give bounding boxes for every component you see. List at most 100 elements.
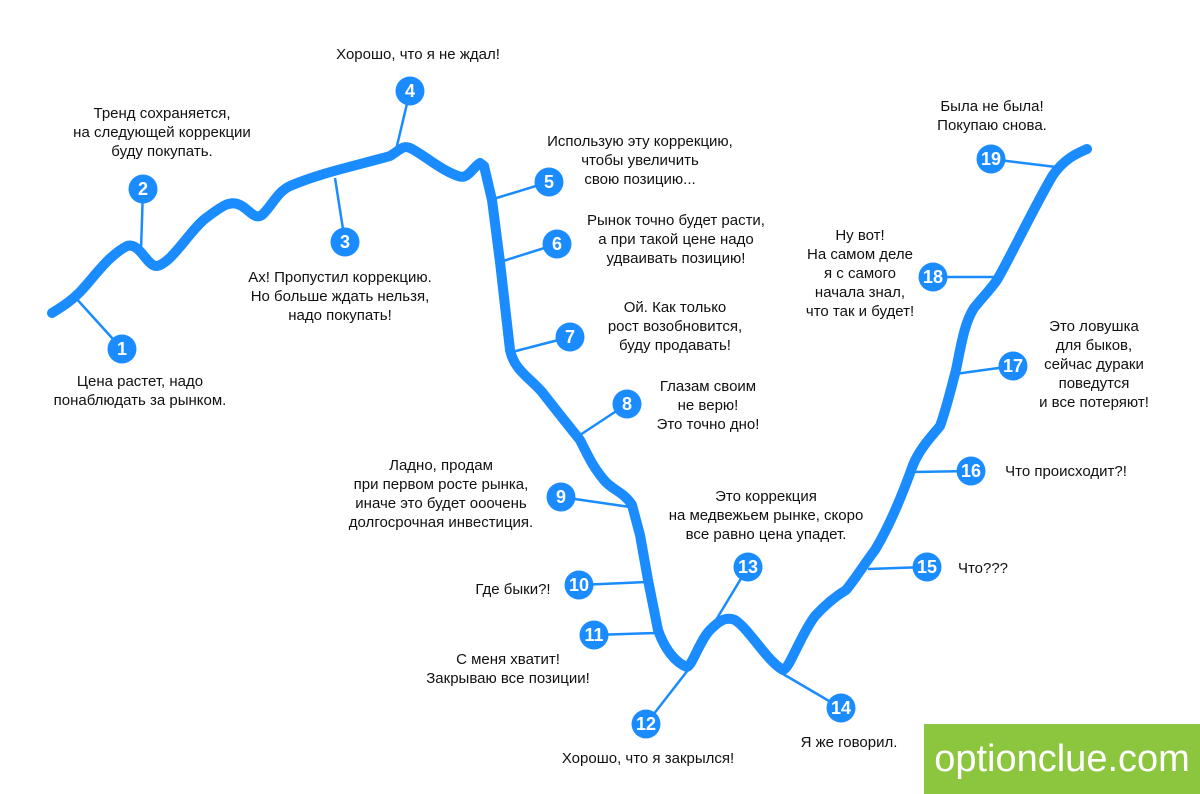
note-line: Но больше ждать нельзя, <box>250 288 430 305</box>
note-line: на медвежьем рынке, скоро <box>668 507 864 524</box>
badge-number: 14 <box>831 698 851 718</box>
note-line: а при такой цене надо <box>598 231 754 248</box>
badge-circle <box>826 693 856 723</box>
note-step-11: С меня хватит! Закрываю все позиции! <box>426 650 590 688</box>
step-badge-18: 18 <box>918 262 948 292</box>
note-line: и все потеряют! <box>1039 394 1149 411</box>
note-step-13: Это коррекция на медвежьем рынке, скоро … <box>669 487 864 544</box>
badge-circle <box>555 322 585 352</box>
badge-circle <box>918 262 948 292</box>
note-line: Ах! Пропустил коррекцию. <box>248 269 432 286</box>
note-line: понаблюдать за рынком. <box>53 392 227 409</box>
note-line: я с самого <box>824 265 896 282</box>
badge-circle <box>534 167 564 197</box>
note-line: свою позицию... <box>584 171 696 188</box>
note-line: Ну вот! <box>835 227 885 244</box>
note-line: Была не была! <box>940 98 1044 115</box>
note-line: Ладно, продам <box>389 457 493 474</box>
badge-number: 16 <box>961 461 981 481</box>
step-badge-16: 16 <box>956 456 986 486</box>
badge-number: 11 <box>584 625 603 645</box>
badge-number: 10 <box>569 575 589 595</box>
note-step-14: Я же говорил. <box>801 733 898 752</box>
note-line: Тренд сохраняется, <box>93 105 231 122</box>
note-line: Использую эту коррекцию, <box>547 133 733 150</box>
badge-number: 8 <box>622 394 632 414</box>
badge-circle <box>330 227 360 257</box>
note-step-19: Была не была! Покупаю снова. <box>937 97 1047 135</box>
note-line: Глазам своим <box>659 378 757 395</box>
badge-circle <box>998 351 1028 381</box>
badge-circle <box>107 334 137 364</box>
note-step-2: Тренд сохраняется, на следующей коррекци… <box>73 104 251 161</box>
note-line: Это ловушка <box>1049 318 1139 335</box>
note-line: надо покупать! <box>288 307 392 324</box>
note-step-12: Хорошо, что я закрылся! <box>562 749 734 768</box>
badge-circle <box>912 552 942 582</box>
note-line: долгосрочная инвестиция. <box>348 514 534 531</box>
badge-circle <box>733 552 763 582</box>
note-line: Закрываю все позиции! <box>426 670 590 687</box>
note-line: при первом росте рынка, <box>353 476 529 493</box>
step-badge-12: 12 <box>631 709 661 739</box>
note-step-8: Глазам своим не верю! Это точно дно! <box>657 377 760 434</box>
step-badge-1: 1 <box>107 334 137 364</box>
badge-number: 9 <box>556 487 566 507</box>
note-line: Это коррекция <box>715 488 817 505</box>
note-line: Что??? <box>957 560 1009 577</box>
note-line: Покупаю снова. <box>937 117 1047 134</box>
note-line: иначе это будет ооочень <box>355 495 527 512</box>
note-line: на следующей коррекции <box>73 124 251 141</box>
note-line: Я же говорил. <box>800 734 898 751</box>
note-line: Это точно дно! <box>656 416 760 433</box>
note-line: Ой. Как только <box>623 299 727 316</box>
note-step-4: Хорошо, что я не ждал! <box>336 45 500 64</box>
note-line: Хорошо, что я закрылся! <box>561 750 735 767</box>
note-line: сейчас дураки <box>1044 356 1144 373</box>
step-badge-10: 10 <box>564 570 594 600</box>
badge-number: 3 <box>340 232 350 252</box>
badge-circle <box>128 174 158 204</box>
note-line: Хорошо, что я не ждал! <box>336 46 500 63</box>
badge-circle <box>976 144 1006 174</box>
step-badge-11: 11 <box>579 620 609 650</box>
badge-number: 15 <box>917 557 937 577</box>
step-badge-6: 6 <box>542 229 572 259</box>
note-line: буду продавать! <box>619 337 731 354</box>
watermark-logo: optionclue.com <box>924 724 1200 794</box>
note-line: не верю! <box>677 397 739 414</box>
note-step-16: Что происходит?! <box>1005 462 1127 481</box>
step-badge-2: 2 <box>128 174 158 204</box>
badge-circle <box>395 76 425 106</box>
badge-number: 6 <box>552 234 562 254</box>
badge-circle <box>631 709 661 739</box>
badge-number: 17 <box>1003 356 1023 376</box>
step-badge-8: 8 <box>612 389 642 419</box>
note-line: Цена растет, надо <box>76 373 204 390</box>
note-line: что так и будет! <box>805 303 915 320</box>
note-line: рост возобновится, <box>607 318 743 335</box>
badge-number: 19 <box>981 149 1001 169</box>
badge-number: 2 <box>138 179 148 199</box>
step-badge-5: 5 <box>534 167 564 197</box>
badge-number: 4 <box>405 81 415 101</box>
note-line: начала знал, <box>814 284 906 301</box>
step-badge-4: 4 <box>395 76 425 106</box>
badge-number: 7 <box>565 327 575 347</box>
step-badge-15: 15 <box>912 552 942 582</box>
price-curve <box>47 142 1092 675</box>
note-line: для быков, <box>1055 337 1133 354</box>
badge-number: 5 <box>544 172 554 192</box>
badge-circle <box>956 456 986 486</box>
note-line: чтобы увеличить <box>581 152 699 169</box>
badge-number: 13 <box>738 557 758 577</box>
note-line: С меня хватит! <box>456 651 560 668</box>
note-line: На самом деле <box>806 246 913 263</box>
note-step-6: Рынок точно будет расти, а при такой цен… <box>587 211 765 268</box>
badge-circle <box>612 389 642 419</box>
note-step-15: Что??? <box>958 559 1008 578</box>
step-badge-3: 3 <box>330 227 360 257</box>
note-step-7: Ой. Как только рост возобновится, буду п… <box>608 298 742 355</box>
note-step-5: Использую эту коррекцию, чтобы увеличить… <box>547 132 733 189</box>
